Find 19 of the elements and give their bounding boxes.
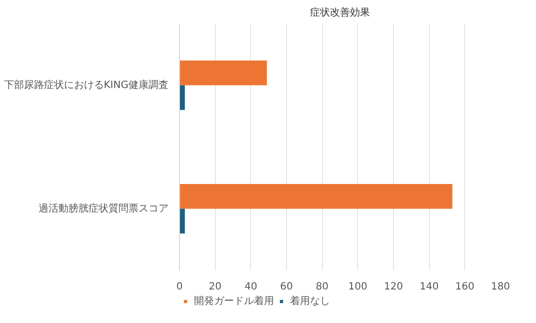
x-tick-label: 100: [348, 282, 368, 292]
x-tick-label: 120: [384, 282, 404, 292]
legend-label: 開発ガードル着用: [194, 294, 274, 308]
x-tick-label: 160: [455, 282, 474, 292]
x-tick-label: 20: [208, 282, 222, 292]
y-tick-label: 下部尿路症状におけるKING健康調査: [4, 78, 169, 91]
x-tick-label: 0: [176, 282, 183, 292]
x-tick-label: 180: [490, 282, 510, 292]
bar: [180, 85, 185, 110]
legend-label: 着用なし: [290, 294, 330, 308]
bar: [180, 208, 185, 234]
x-tick-label: 80: [316, 282, 329, 292]
bar: [180, 60, 267, 86]
y-tick-label: 過活動膀胱症状質問票スコア: [38, 202, 168, 214]
chart-title: 症状改善効果: [310, 6, 370, 18]
x-tick-label: 40: [244, 282, 258, 292]
x-tick-label: 60: [280, 282, 293, 292]
x-tick-label: 140: [420, 282, 439, 292]
bar: [180, 184, 452, 209]
